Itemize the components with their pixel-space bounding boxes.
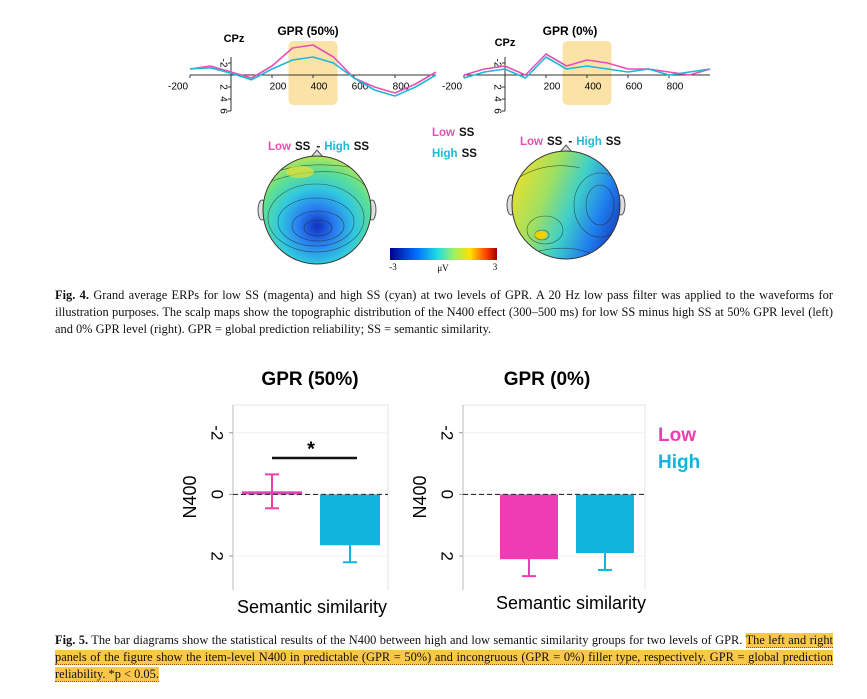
y-tick-label: 2 — [438, 551, 457, 560]
legend-text: SS — [295, 141, 311, 153]
x-tick-label: 800 — [393, 82, 410, 93]
colorbar — [390, 248, 497, 260]
legend-text: High — [576, 136, 602, 148]
legend-text: High — [324, 141, 350, 153]
effect-window — [288, 41, 338, 105]
x-tick-label: 400 — [311, 82, 328, 93]
panel-title: GPR (0%) — [543, 24, 598, 38]
error-bar — [343, 527, 357, 564]
legend-text: SS — [606, 136, 622, 148]
topomap-right — [506, 144, 626, 260]
legend-text: Low — [432, 127, 455, 139]
y-tick-label: 4 — [217, 96, 228, 102]
channel-label: CPz — [495, 37, 516, 49]
y-tick-label: 2 — [217, 84, 228, 90]
y-tick-label: -2 — [208, 425, 227, 440]
y-tick-label: -2 — [491, 59, 502, 68]
legend-entry: Low — [658, 425, 696, 446]
x-axis-label: Semantic similarity — [237, 597, 387, 617]
y-tick-label: 2 — [491, 84, 502, 90]
caption-label: Fig. 4. — [55, 288, 89, 302]
y-tick-label: -2 — [217, 59, 228, 68]
legend: Low SS — [432, 127, 475, 139]
figure-5-caption: Fig. 5. The bar diagrams show the statis… — [55, 632, 833, 683]
legend-text: - — [568, 136, 572, 148]
y-tick-label: 2 — [208, 551, 227, 560]
legend: Low SS - High SS — [520, 136, 621, 148]
x-tick-label: 200 — [270, 82, 287, 93]
panel-title: GPR (0%) — [504, 369, 591, 390]
error-bar — [598, 535, 612, 571]
colorbar-tick-label: -3 — [389, 262, 397, 272]
legend-text: - — [316, 141, 320, 153]
y-axis-label: N400 — [180, 475, 200, 518]
legend-text: Low — [268, 141, 291, 153]
waveform — [463, 56, 711, 79]
legend-text: SS — [459, 127, 475, 139]
error-bar — [522, 541, 536, 578]
figure-4-caption: Fig. 4. Grand average ERPs for low SS (m… — [55, 287, 833, 338]
y-tick-label: 0 — [438, 490, 457, 499]
legend: Low SS - High SS — [268, 141, 369, 153]
legend: High SS — [432, 148, 477, 160]
panel-title: GPR (50%) — [277, 24, 338, 38]
legend-text: SS — [462, 148, 478, 160]
topomap-left — [257, 149, 377, 265]
y-tick-label: -2 — [438, 425, 457, 440]
y-tick-label: 6 — [217, 108, 228, 114]
panel-title: GPR (50%) — [261, 369, 358, 390]
caption-text: The bar diagrams show the statistical re… — [91, 633, 743, 647]
caption-label: Fig. 5. — [55, 633, 89, 647]
legend-text: SS — [547, 136, 563, 148]
x-tick-label: 400 — [585, 82, 602, 93]
y-tick-label: 0 — [208, 490, 227, 499]
legend-text: Low — [520, 136, 543, 148]
x-tick-label: 600 — [352, 82, 369, 93]
error-bar — [265, 473, 279, 510]
legend-text: High — [432, 148, 458, 160]
colorbar-tick-label: 3 — [493, 262, 498, 272]
channel-label: CPz — [224, 33, 245, 45]
panel-frame — [233, 404, 389, 590]
significance-label: * — [307, 438, 315, 460]
waveform — [463, 53, 711, 76]
y-tick-label: 4 — [491, 96, 502, 102]
x-axis-label: Semantic similarity — [496, 593, 646, 613]
x-tick-label: -200 — [442, 82, 462, 93]
legend-text: SS — [354, 141, 370, 153]
caption-text: Grand average ERPs for low SS (magenta) … — [55, 288, 833, 336]
panel-frame — [463, 404, 646, 590]
x-tick-label: 600 — [626, 82, 643, 93]
colorbar-unit: μV — [437, 263, 449, 273]
effect-window — [562, 41, 612, 105]
waveform — [189, 44, 437, 94]
x-tick-label: 200 — [544, 82, 561, 93]
legend-entry: High — [658, 452, 700, 473]
x-tick-label: -200 — [168, 82, 188, 93]
waveform — [189, 56, 437, 97]
x-tick-label: 800 — [667, 82, 684, 93]
y-tick-label: 6 — [491, 108, 502, 114]
y-axis-label: N400 — [410, 475, 430, 518]
